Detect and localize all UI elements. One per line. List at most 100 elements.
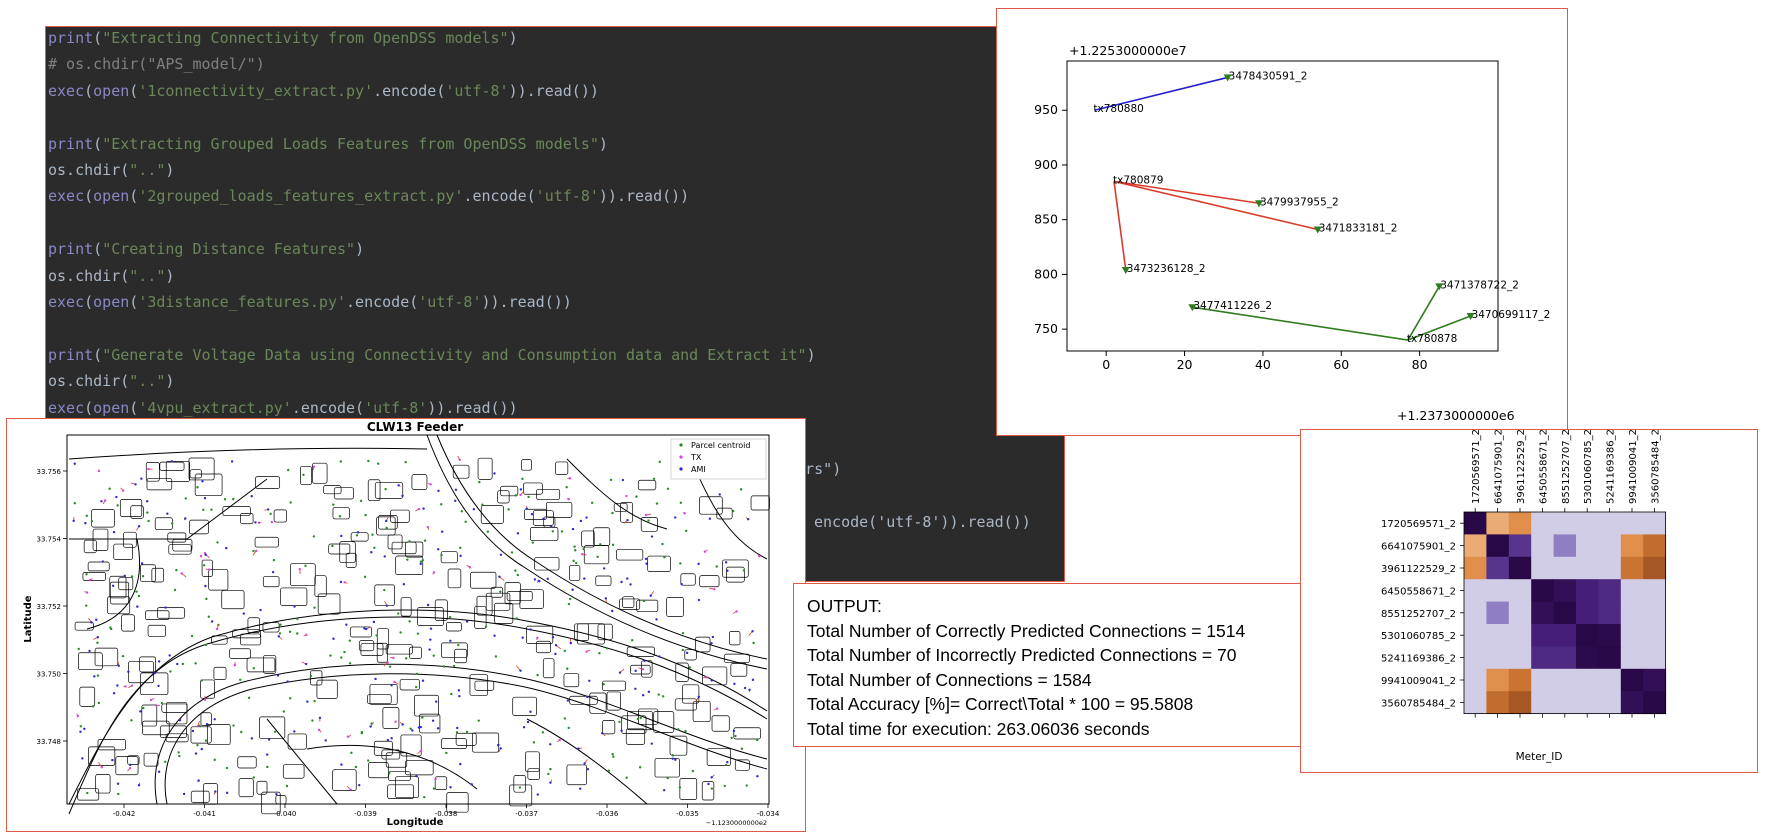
heatmap-cell bbox=[1576, 646, 1599, 670]
parcel bbox=[360, 643, 384, 656]
heatmap-cell bbox=[1553, 668, 1577, 692]
map-point bbox=[567, 726, 570, 730]
code-token: )).read()) bbox=[427, 398, 518, 417]
heatmap-cell bbox=[1598, 556, 1622, 580]
map-point bbox=[649, 594, 652, 597]
map-point bbox=[210, 508, 213, 511]
meter-label: 3470699117_2 bbox=[1472, 309, 1551, 321]
map-point bbox=[440, 553, 443, 557]
map-point bbox=[289, 501, 292, 504]
map-point bbox=[208, 568, 211, 571]
map-point bbox=[399, 631, 402, 634]
parcel bbox=[534, 556, 560, 571]
heatmap-cell bbox=[1643, 601, 1667, 625]
map-x-tick-label: -0.041 bbox=[193, 810, 216, 818]
heatmap-cell bbox=[1486, 579, 1510, 603]
parcel bbox=[576, 623, 605, 645]
code-token: "Creating Distance Features" bbox=[102, 240, 356, 259]
map-point bbox=[205, 597, 208, 601]
map-point bbox=[666, 776, 669, 780]
map-point bbox=[184, 517, 187, 520]
parcel bbox=[647, 555, 671, 572]
meter-marker bbox=[1254, 200, 1263, 208]
map-xlabel: Longitude bbox=[387, 817, 444, 828]
parcel bbox=[309, 670, 323, 686]
parcel bbox=[201, 559, 213, 577]
map-point bbox=[90, 621, 93, 624]
map-point bbox=[293, 605, 296, 608]
code-token: '2grouped_loads_features_extract.py' bbox=[138, 187, 464, 206]
heatmap-cell bbox=[1643, 512, 1667, 535]
map-point bbox=[406, 558, 409, 561]
map-point bbox=[190, 634, 194, 638]
parcel bbox=[261, 791, 281, 815]
map-point bbox=[100, 500, 103, 503]
legend-marker bbox=[679, 455, 683, 459]
map-point bbox=[459, 762, 462, 766]
parcel bbox=[165, 733, 189, 743]
parcel bbox=[140, 672, 169, 696]
parcel bbox=[374, 482, 404, 499]
parcel bbox=[382, 707, 400, 729]
map-point bbox=[599, 543, 602, 546]
map-point bbox=[272, 558, 276, 562]
connection-line bbox=[1113, 181, 1127, 271]
map-point bbox=[538, 579, 541, 583]
y-tick-label: 800 bbox=[1034, 266, 1058, 281]
heatmap-cell bbox=[1598, 534, 1622, 558]
parcel bbox=[530, 527, 559, 541]
map-point bbox=[510, 551, 514, 554]
map-point bbox=[522, 726, 526, 729]
heatmap-cell bbox=[1531, 668, 1555, 692]
parcel bbox=[94, 647, 119, 667]
map-point bbox=[359, 499, 363, 503]
map-point bbox=[454, 488, 458, 492]
map-point bbox=[282, 710, 286, 713]
map-point bbox=[572, 559, 575, 563]
map-point bbox=[343, 650, 346, 654]
map-point bbox=[567, 498, 570, 501]
parcel bbox=[474, 606, 487, 629]
map-point bbox=[484, 625, 488, 628]
map-x-offset: −1.1230000000e2 bbox=[706, 819, 767, 827]
heatmap-cell bbox=[1486, 556, 1510, 580]
map-point bbox=[647, 690, 651, 694]
map-point bbox=[657, 693, 660, 696]
map-point bbox=[453, 499, 457, 502]
map-point bbox=[149, 698, 153, 702]
parcel bbox=[115, 756, 139, 776]
code-token: ) bbox=[165, 161, 175, 179]
code-token: open bbox=[93, 81, 130, 100]
map-point bbox=[437, 489, 440, 493]
col-label: 1720569571_2 bbox=[1471, 430, 1482, 504]
map-point bbox=[137, 594, 141, 598]
code-token: .encode( bbox=[373, 81, 446, 100]
map-point bbox=[526, 720, 530, 724]
map-point bbox=[388, 665, 392, 668]
code-token: )).read()) bbox=[508, 81, 599, 100]
map-point bbox=[199, 555, 203, 558]
code-token: ) bbox=[598, 134, 608, 153]
row-label: 3560785484_2 bbox=[1381, 698, 1456, 709]
parcel bbox=[314, 575, 327, 597]
map-point bbox=[596, 555, 599, 559]
parcel bbox=[91, 509, 115, 528]
map-point bbox=[239, 678, 242, 681]
map-point bbox=[401, 723, 404, 726]
map-point bbox=[634, 669, 637, 673]
map-point bbox=[515, 617, 518, 620]
parcel bbox=[434, 599, 448, 621]
parcel bbox=[367, 479, 381, 502]
map-point bbox=[232, 724, 235, 727]
map-point bbox=[449, 786, 452, 789]
heatmap-cell bbox=[1553, 512, 1577, 535]
code-line: exec(open('1connectivity_extract.py'.enc… bbox=[48, 82, 599, 100]
map-point bbox=[348, 639, 352, 642]
map-point bbox=[304, 662, 308, 666]
map-point bbox=[662, 789, 666, 792]
heatmap-cell bbox=[1508, 512, 1532, 535]
map-point bbox=[477, 719, 480, 722]
map-point bbox=[680, 583, 683, 586]
code-token: ( bbox=[84, 187, 94, 206]
parcel bbox=[232, 629, 261, 639]
